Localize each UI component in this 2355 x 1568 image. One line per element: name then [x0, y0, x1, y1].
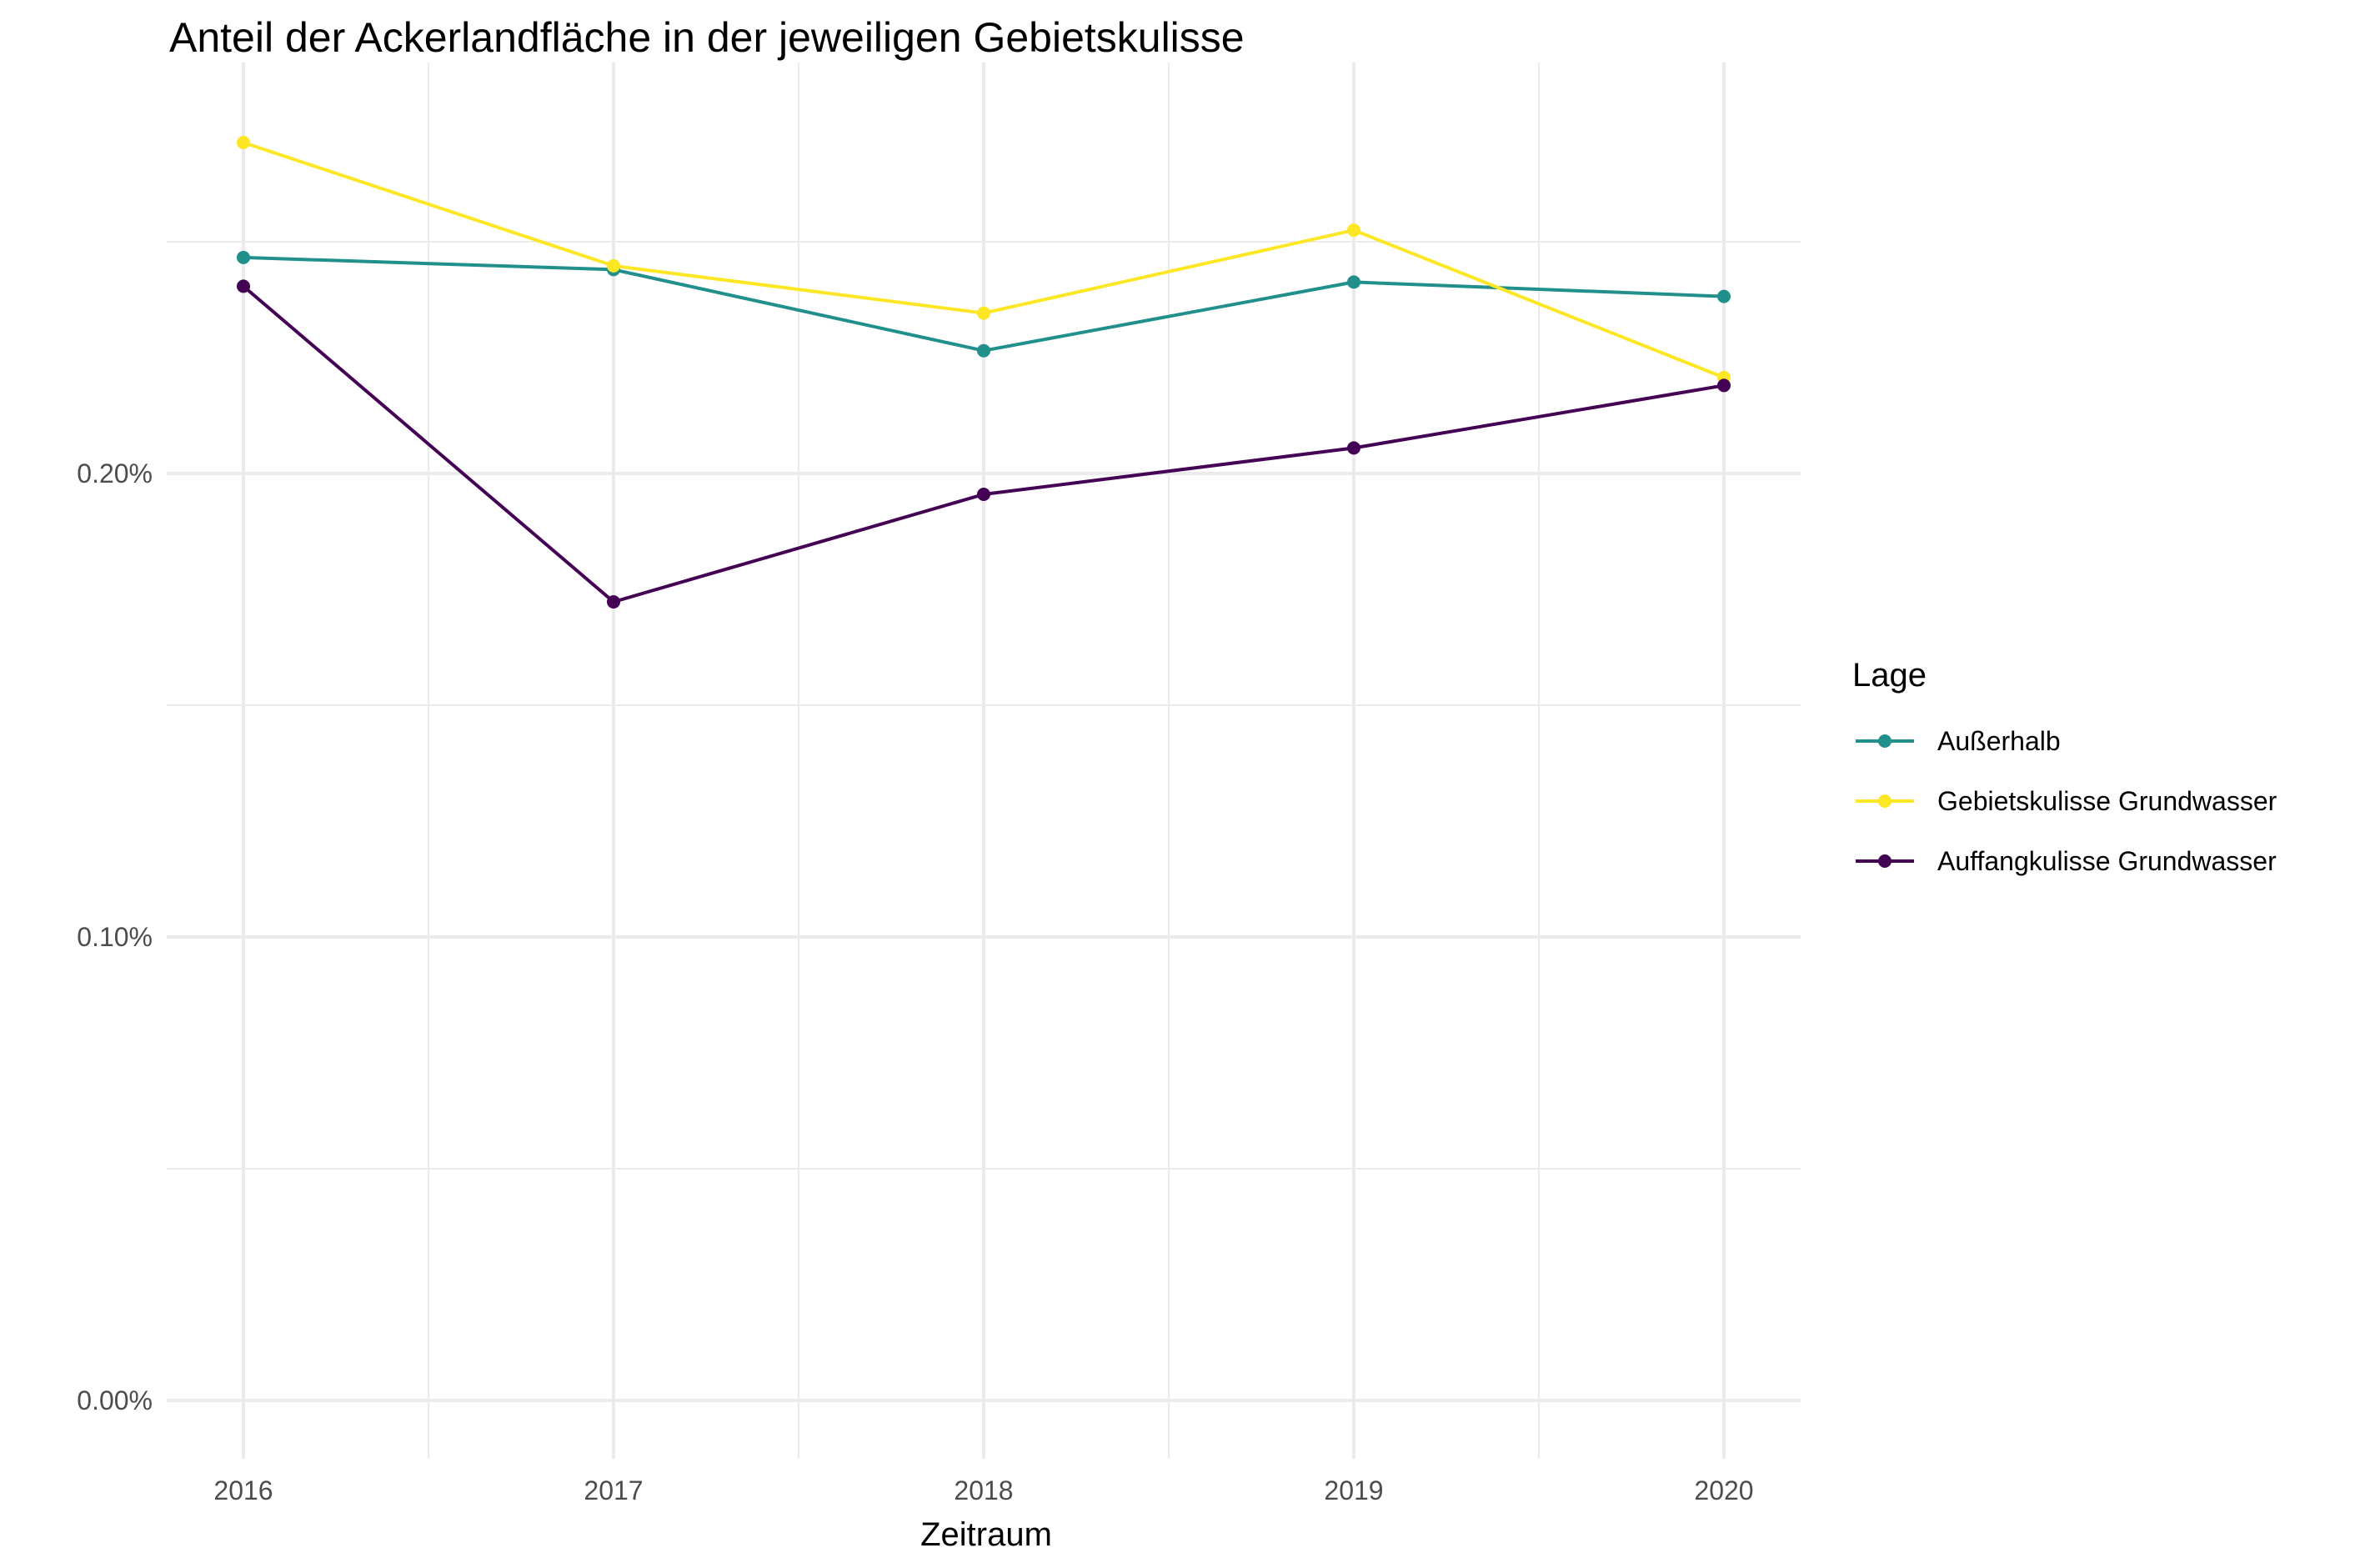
- legend-key-point: [1878, 734, 1892, 748]
- legend-items: Außerhalb Gebietskulisse Grundwasser Auffa…: [1856, 726, 2277, 876]
- legend-item: Auffangkulisse Grundwasser: [1856, 846, 2277, 876]
- x-axis-title: Zeitraum: [920, 1516, 1052, 1553]
- data-point: [1717, 289, 1731, 303]
- chart-title: Anteil der Ackerlandfläche in der jeweil…: [169, 14, 1245, 61]
- y-tick-label: 0.00%: [77, 1385, 153, 1415]
- x-tick-label: 2017: [584, 1475, 643, 1505]
- legend-label: Auffangkulisse Grundwasser: [1937, 846, 2277, 876]
- data-point: [1347, 275, 1360, 289]
- legend-item: Außerhalb: [1856, 726, 2061, 756]
- data-point: [1347, 441, 1360, 455]
- legend-title: Lage: [1852, 657, 1927, 694]
- data-point: [237, 136, 250, 149]
- series-layer: [237, 136, 1731, 609]
- data-point: [237, 279, 250, 293]
- data-point: [607, 258, 620, 273]
- x-axis-ticks: 2016 2017 2018 2019 2020: [213, 1475, 1753, 1505]
- legend-label: Außerhalb: [1937, 726, 2061, 756]
- x-tick-label: 2019: [1324, 1475, 1383, 1505]
- data-point: [1347, 223, 1360, 238]
- legend-item: Gebietskulisse Grundwasser: [1856, 786, 2277, 816]
- legend-key-point: [1878, 794, 1892, 808]
- y-tick-label: 0.10%: [77, 922, 153, 952]
- data-point: [607, 595, 620, 609]
- legend: Lage Außerhalb Gebietskulisse Grundwasser…: [1852, 657, 2277, 876]
- legend-key-point: [1878, 854, 1892, 868]
- data-point: [977, 488, 990, 501]
- series-2: [237, 279, 1731, 609]
- grid-major: [167, 63, 1801, 1459]
- x-tick-label: 2016: [213, 1475, 273, 1505]
- data-point: [977, 306, 990, 320]
- x-tick-label: 2020: [1694, 1475, 1753, 1505]
- y-axis-ticks: 0.00% 0.10% 0.20%: [77, 458, 153, 1415]
- x-tick-label: 2018: [954, 1475, 1013, 1505]
- legend-label: Gebietskulisse Grundwasser: [1937, 786, 2277, 816]
- y-tick-label: 0.20%: [77, 458, 153, 488]
- data-point: [977, 343, 990, 358]
- data-point: [237, 250, 250, 264]
- data-point: [1717, 378, 1731, 393]
